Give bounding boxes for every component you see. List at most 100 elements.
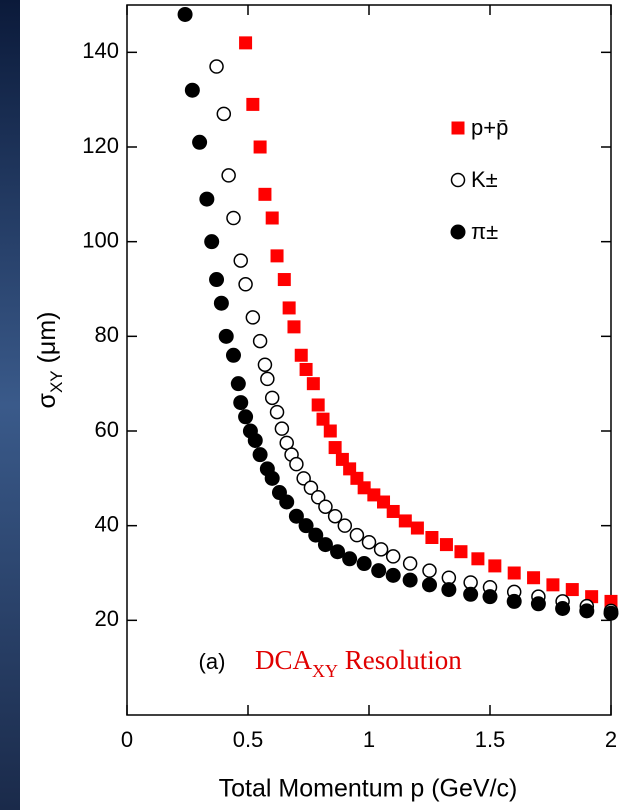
data-point — [239, 36, 253, 50]
x-tick-label: 0.5 — [233, 727, 264, 752]
legend-label: p+p̄ — [471, 115, 508, 140]
y-label-unit: (μm) — [33, 312, 61, 371]
data-point — [177, 6, 193, 22]
x-tick-label: 1.5 — [475, 727, 506, 752]
data-point — [323, 424, 337, 438]
data-point — [192, 134, 208, 150]
annotation: DCAXY Resolution — [255, 645, 462, 681]
x-tick-label: 2 — [605, 727, 617, 752]
data-point — [507, 566, 521, 580]
data-point — [454, 545, 468, 559]
data-point — [245, 310, 261, 325]
data-point — [270, 249, 284, 263]
data-point — [530, 596, 546, 612]
data-point — [253, 140, 267, 154]
data-point — [318, 499, 333, 514]
data-point — [294, 348, 308, 362]
legend-marker — [450, 224, 466, 240]
data-point — [441, 582, 457, 598]
data-point — [230, 376, 246, 392]
y-label-subscript: XY — [47, 370, 66, 393]
y-tick-label: 80 — [95, 322, 119, 347]
annotation-subscript: XY — [312, 661, 338, 681]
data-point — [337, 518, 353, 533]
data-point — [311, 398, 325, 412]
data-point — [425, 531, 439, 544]
legend-label: π± — [471, 219, 498, 244]
data-point — [328, 441, 342, 455]
data-point — [327, 508, 343, 524]
data-point — [402, 556, 418, 571]
data-point — [287, 320, 301, 334]
data-point — [233, 253, 248, 268]
data-point — [264, 470, 280, 486]
data-point — [299, 362, 313, 376]
data-point — [264, 390, 280, 406]
data-point — [247, 432, 263, 448]
y-label-symbol: σ — [33, 392, 61, 408]
data-point — [260, 371, 275, 387]
y-axis-label: σXY (μm) — [33, 312, 66, 409]
data-point — [385, 549, 401, 564]
data-point — [506, 593, 522, 609]
data-point — [422, 563, 437, 578]
data-point — [225, 347, 241, 363]
legend-label: K± — [471, 167, 498, 192]
data-point — [308, 527, 324, 543]
data-point — [342, 551, 358, 567]
data-point — [265, 211, 279, 225]
annotation-rest: Resolution — [338, 645, 462, 675]
data-point — [579, 603, 595, 619]
data-point — [310, 490, 326, 505]
data-point — [349, 527, 365, 543]
data-point — [199, 191, 215, 207]
data-point — [277, 273, 291, 287]
data-point — [216, 106, 232, 122]
data-point — [279, 494, 295, 510]
data-point — [356, 556, 372, 572]
data-point — [361, 534, 377, 550]
data-point — [213, 295, 229, 311]
y-tick-label: 100 — [82, 227, 119, 252]
panel-label: (a) — [199, 649, 226, 674]
data-point — [296, 471, 311, 486]
legend-marker — [450, 172, 466, 188]
legend-marker — [451, 121, 465, 135]
data-point — [546, 578, 560, 592]
data-point — [603, 605, 619, 621]
data-point — [204, 234, 220, 250]
data-point — [221, 168, 236, 183]
data-point — [279, 435, 294, 451]
data-point — [527, 571, 541, 585]
annotation-box — [250, 645, 610, 683]
data-point — [252, 447, 268, 463]
data-point — [257, 357, 273, 372]
data-point — [317, 537, 333, 553]
data-point — [184, 82, 200, 98]
data-point — [274, 421, 290, 436]
data-point — [238, 277, 253, 292]
data-point — [422, 577, 437, 593]
data-point — [298, 518, 314, 534]
data-point — [402, 572, 418, 588]
data-point — [371, 563, 387, 579]
data-point — [226, 210, 241, 226]
data-point — [439, 538, 453, 552]
data-point — [463, 586, 479, 602]
data-point — [555, 601, 571, 616]
x-axis-label: Total Momentum p (GeV/c) — [219, 775, 518, 803]
data-point — [306, 377, 320, 391]
data-point — [209, 272, 225, 288]
data-point — [316, 412, 330, 426]
data-point — [209, 59, 224, 74]
data-point — [288, 508, 304, 524]
data-point — [233, 395, 249, 411]
data-point — [565, 583, 579, 597]
data-point — [398, 514, 412, 528]
data-point — [289, 456, 304, 472]
plot-area — [126, 4, 619, 716]
data-point — [330, 544, 346, 560]
data-point — [410, 521, 424, 535]
data-point — [482, 589, 498, 605]
